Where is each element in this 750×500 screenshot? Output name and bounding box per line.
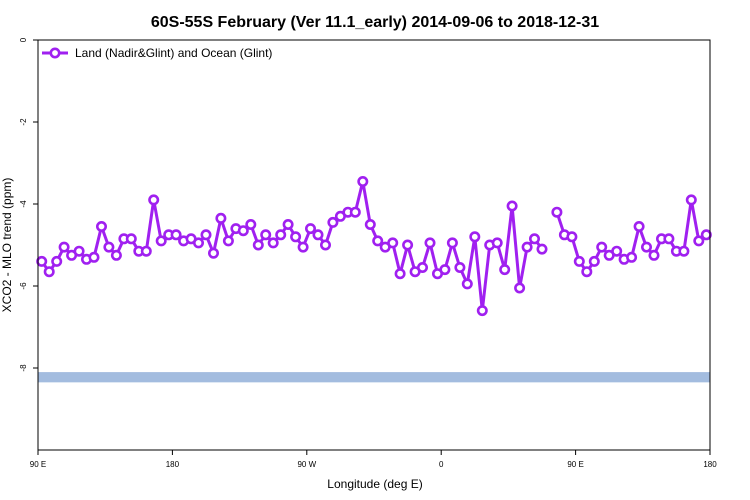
legend: Land (Nadir&Glint) and Ocean (Glint) [42,46,272,60]
data-point [237,225,249,237]
data-point [596,241,608,253]
legend-marker [49,47,61,59]
data-point [394,268,406,280]
y-axis-label: XCO2 - MLO trend (ppm) [0,178,14,313]
x-tick-label: 90 W [297,460,316,469]
data-point [551,206,563,218]
data-point [506,200,518,212]
data-point [260,229,272,241]
x-tick-label: 0 [439,460,444,469]
data-point [528,233,540,245]
data-point [245,219,257,231]
data-point [700,229,712,241]
data-point [312,229,324,241]
data-point [626,251,638,263]
data-point [88,251,100,263]
plot-frame [37,39,711,451]
data-point [297,241,309,253]
chart-title: 60S-55S February (Ver 11.1_early) 2014-0… [151,14,599,31]
data-point [208,247,220,259]
data-point [215,212,227,224]
data-point [469,231,481,243]
data-point [685,194,697,206]
axes: 90 E 180 90 W 0 90 E 180 0 -2 -4 -6 -8 [19,37,717,469]
data-point [372,235,384,247]
data-point [461,278,473,290]
data-point [387,237,399,249]
data-point [319,239,331,251]
data-point [193,237,205,249]
data-point [499,264,511,276]
y-tick-label: 0 [19,37,28,42]
x-axis-label: Longitude (deg E) [327,477,422,491]
data-point [275,229,287,241]
data-point [290,231,302,243]
data-point [110,249,122,261]
data-point [402,239,414,251]
data-point [640,241,652,253]
x-tick-label: 90 E [30,460,46,469]
data-point [678,245,690,257]
data-point [588,255,600,267]
data-point [349,206,361,218]
data-point [103,241,115,253]
data-point [96,221,108,233]
data-point [125,233,137,245]
data-point [566,231,578,243]
data-point [663,233,675,245]
data-point [43,266,55,278]
series-layer [36,176,712,317]
data-point [581,266,593,278]
data-point [282,219,294,231]
data-point [267,237,279,249]
legend-label: Land (Nadir&Glint) and Ocean (Glint) [75,46,272,60]
data-point [693,235,705,247]
data-point [36,255,48,267]
data-point [327,216,339,228]
data-point [51,255,63,267]
y-tick-label: -6 [19,282,28,290]
data-point [200,229,212,241]
data-point [633,221,645,233]
data-point [536,243,548,255]
data-point [155,235,167,247]
data-point [424,237,436,249]
data-point [73,245,85,257]
data-point [491,237,503,249]
data-point [446,237,458,249]
data-point [611,245,623,257]
reference-band [38,372,710,383]
data-point [364,219,376,231]
data-point [222,235,234,247]
data-point [648,249,660,261]
data-point [58,241,70,253]
data-point [357,176,369,188]
reference-band-layer [38,372,710,383]
data-point [304,223,316,235]
y-tick-label: -4 [19,200,28,208]
data-point [416,261,428,273]
x-tick-label: 90 E [567,460,583,469]
data-point [252,239,264,251]
data-point [439,264,451,276]
data-point [148,194,160,206]
x-tick-label: 180 [166,460,180,469]
data-point [521,241,533,253]
y-tick-label: -8 [19,364,28,372]
data-point [514,282,526,294]
y-tick-label: -2 [19,118,28,126]
x-tick-label: 180 [703,460,717,469]
data-point [170,229,182,241]
data-point [140,245,152,257]
data-point [454,261,466,273]
data-point [476,305,488,317]
data-point [573,255,585,267]
series-line [40,180,544,313]
